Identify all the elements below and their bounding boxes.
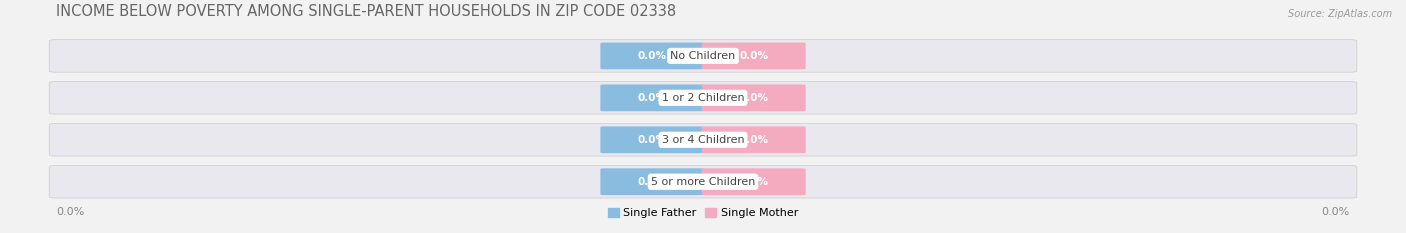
Text: 3 or 4 Children: 3 or 4 Children <box>662 135 744 145</box>
Text: 0.0%: 0.0% <box>740 93 768 103</box>
FancyBboxPatch shape <box>702 168 806 195</box>
Text: 0.0%: 0.0% <box>740 177 768 187</box>
Legend: Single Father, Single Mother: Single Father, Single Mother <box>607 208 799 218</box>
Text: 5 or more Children: 5 or more Children <box>651 177 755 187</box>
Text: 0.0%: 0.0% <box>638 93 666 103</box>
FancyBboxPatch shape <box>49 165 1357 198</box>
Text: 1 or 2 Children: 1 or 2 Children <box>662 93 744 103</box>
FancyBboxPatch shape <box>49 82 1357 114</box>
Text: 0.0%: 0.0% <box>56 207 84 217</box>
Text: 0.0%: 0.0% <box>638 51 666 61</box>
FancyBboxPatch shape <box>600 43 704 69</box>
Text: Source: ZipAtlas.com: Source: ZipAtlas.com <box>1288 9 1392 19</box>
FancyBboxPatch shape <box>702 43 806 69</box>
FancyBboxPatch shape <box>702 127 806 153</box>
Text: 0.0%: 0.0% <box>638 177 666 187</box>
FancyBboxPatch shape <box>702 85 806 111</box>
FancyBboxPatch shape <box>49 123 1357 156</box>
Text: No Children: No Children <box>671 51 735 61</box>
Text: 0.0%: 0.0% <box>740 51 768 61</box>
FancyBboxPatch shape <box>49 40 1357 72</box>
FancyBboxPatch shape <box>600 168 704 195</box>
Text: 0.0%: 0.0% <box>1322 207 1350 217</box>
Text: 0.0%: 0.0% <box>638 135 666 145</box>
FancyBboxPatch shape <box>600 85 704 111</box>
FancyBboxPatch shape <box>600 127 704 153</box>
Text: 0.0%: 0.0% <box>740 135 768 145</box>
Text: INCOME BELOW POVERTY AMONG SINGLE-PARENT HOUSEHOLDS IN ZIP CODE 02338: INCOME BELOW POVERTY AMONG SINGLE-PARENT… <box>56 4 676 19</box>
